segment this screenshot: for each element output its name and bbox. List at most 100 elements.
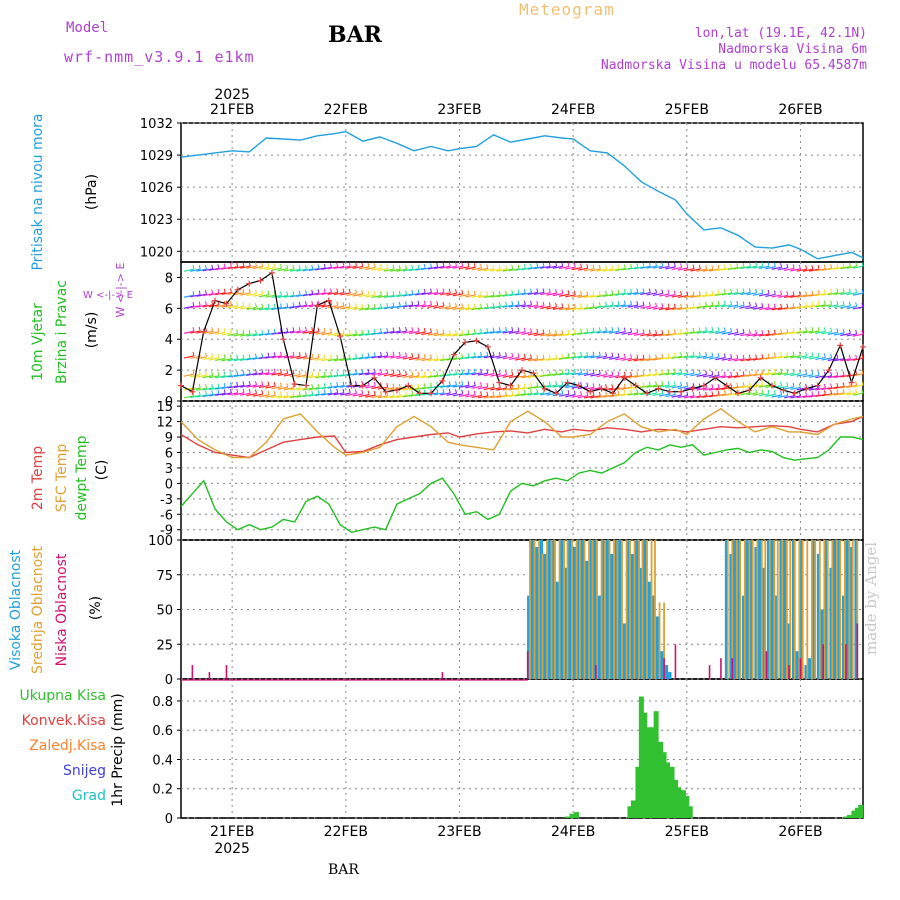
wind-barb-flag xyxy=(279,291,282,296)
wind-barb xyxy=(608,330,620,334)
wind-barb xyxy=(371,294,382,298)
wind-barb xyxy=(477,395,488,399)
wind-barb-flag xyxy=(279,391,282,396)
wind-barb-flag xyxy=(192,302,195,307)
wind-barb-flag xyxy=(648,329,651,334)
wind-gust-marker xyxy=(223,300,230,307)
wind-barb xyxy=(508,268,520,272)
wind-barb xyxy=(758,293,770,297)
wind-barb-flag xyxy=(736,354,739,359)
wind-barb-flag xyxy=(248,288,251,294)
cloud-bar-mid xyxy=(625,540,628,679)
wind-barb xyxy=(577,372,588,376)
wind-barb-flag xyxy=(842,301,845,306)
wind-barb xyxy=(421,331,432,336)
wind-barb xyxy=(702,293,713,298)
wind-barb-flag xyxy=(498,291,501,296)
wind-barb-flag xyxy=(780,290,783,296)
wind-barb-flag xyxy=(623,389,626,395)
wind-barb xyxy=(671,385,682,389)
wind-barb xyxy=(315,267,326,271)
wind-barb xyxy=(421,386,432,390)
wind-barb-flag xyxy=(336,382,339,387)
wind-barb xyxy=(396,268,407,272)
cloud-bar-mid xyxy=(621,540,623,679)
wind-barb-flag xyxy=(229,354,232,359)
wind-barb xyxy=(727,266,738,271)
wind-barb-flag xyxy=(598,369,601,375)
wind-barb xyxy=(465,294,476,298)
wind-barb xyxy=(383,268,395,272)
wind-barb xyxy=(708,374,720,379)
wind-barb-flag xyxy=(236,354,239,359)
wind-barb xyxy=(346,392,357,397)
wind-barb xyxy=(365,307,376,311)
wind-barb xyxy=(721,393,732,397)
wind-barb xyxy=(602,356,613,360)
wind-gust-marker xyxy=(303,382,310,389)
cloud-bar-low xyxy=(595,665,597,679)
wind-barb-flag xyxy=(773,381,776,386)
wind-barb xyxy=(840,332,851,337)
wind-barb-flag xyxy=(498,391,501,396)
wind-barb xyxy=(740,291,751,296)
wind-barb xyxy=(408,292,420,297)
wind-barb xyxy=(765,266,776,270)
wind-barb-flag xyxy=(405,290,407,295)
wind-barb-flag xyxy=(311,353,314,358)
wind-barb xyxy=(440,392,451,396)
wind-barb xyxy=(321,332,332,336)
wind-barb xyxy=(790,386,801,391)
wind-barb xyxy=(327,304,338,309)
wind-barb-flag xyxy=(573,368,576,373)
wind-barb-flag xyxy=(473,303,476,308)
wind-barb-flag xyxy=(786,382,789,387)
wind-barb-flag xyxy=(405,352,407,357)
wind-barb-flag xyxy=(305,326,307,332)
wind-barb-flag xyxy=(823,353,826,358)
wind-barb-flag xyxy=(311,390,314,395)
wind-barb xyxy=(608,268,620,272)
temp-unit-label: (C) xyxy=(94,460,110,481)
wind-barb-flag xyxy=(742,288,745,293)
wind-barb xyxy=(777,394,788,399)
wind-barb xyxy=(752,292,763,296)
wind-barb xyxy=(746,392,757,396)
wind-barb-flag xyxy=(755,288,758,293)
wind-axis-label-1: 10m Vjetar xyxy=(30,303,46,381)
wind-barb xyxy=(315,386,326,390)
wind-barb xyxy=(308,292,320,296)
wind-barb xyxy=(827,304,838,308)
wind-barb-flag xyxy=(861,389,864,394)
wind-barb xyxy=(346,306,357,310)
wind-barb-flag xyxy=(473,390,476,396)
wind-barb-flag xyxy=(486,391,489,396)
wind-barb xyxy=(533,305,545,309)
wind-barb xyxy=(471,294,482,298)
wind-barb xyxy=(333,265,345,269)
wind-barb xyxy=(852,373,864,377)
wind-barb-flag xyxy=(505,391,508,396)
wind-barb xyxy=(190,268,201,272)
wind-barb xyxy=(658,307,670,311)
wind-barb-flag xyxy=(773,368,776,373)
wind-barb xyxy=(333,333,345,337)
wind-barb xyxy=(408,330,420,335)
wind-barb-flag xyxy=(680,368,683,373)
cloud-bar-high xyxy=(729,553,733,679)
wind-barb-flag xyxy=(305,290,307,295)
wind-barb-flag xyxy=(742,371,745,376)
wind-barb-flag xyxy=(473,329,476,334)
wind-barb xyxy=(615,331,626,335)
wind-barb-flag xyxy=(392,391,395,397)
wind-gust-marker xyxy=(632,382,639,389)
wind-barb-flag xyxy=(723,300,726,305)
wind-barb xyxy=(246,333,257,337)
wind-barb xyxy=(183,373,195,377)
wind-gust-marker xyxy=(746,387,753,394)
wind-barb xyxy=(721,357,732,361)
wind-barb-flag xyxy=(680,352,683,357)
cloud-bar-high xyxy=(724,540,729,679)
wind-barb xyxy=(402,387,413,391)
wind-barb xyxy=(758,384,770,388)
